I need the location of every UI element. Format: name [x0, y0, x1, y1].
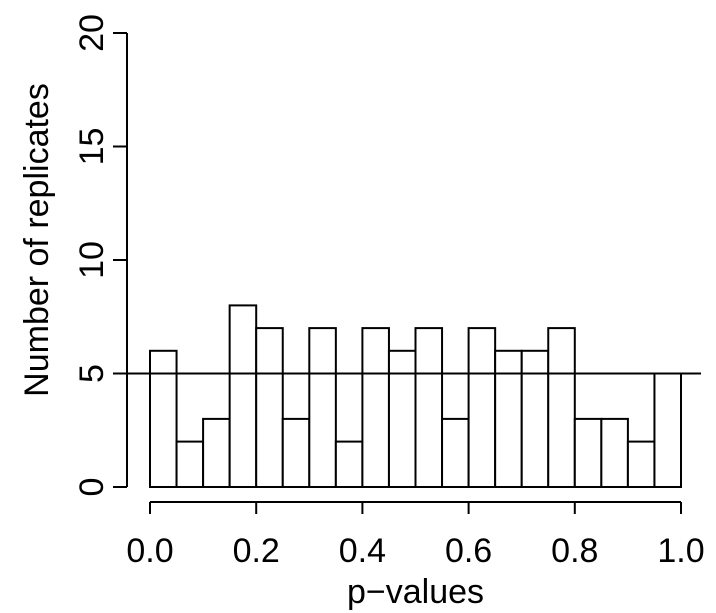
- histogram-bar: [202, 417, 231, 488]
- x-axis-title: p−values: [347, 573, 484, 611]
- histogram-bar: [547, 327, 576, 488]
- x-tick-label: 0.0: [126, 532, 173, 570]
- histogram-bar: [387, 349, 417, 488]
- x-axis: 0.0 0.2 0.4 0.6 0.8 1.0: [126, 501, 705, 570]
- histogram-bar: [334, 440, 364, 489]
- histogram-bar: [281, 417, 311, 488]
- x-tick-label: 0.2: [233, 532, 280, 570]
- y-tick-label: 15: [73, 128, 111, 166]
- x-tick-label: 1.0: [657, 532, 704, 570]
- histogram-bar: [573, 417, 603, 488]
- histogram-bar: [600, 417, 629, 488]
- y-tick-label: 10: [73, 241, 111, 279]
- x-tick-label: 0.6: [445, 532, 492, 570]
- histogram-bar: [308, 327, 337, 488]
- y-tick-label: 20: [73, 14, 111, 52]
- histogram-bar: [149, 349, 178, 488]
- histogram-bar: [653, 372, 683, 488]
- histogram-bar: [441, 417, 470, 488]
- x-tick-label: 0.8: [551, 532, 598, 570]
- y-axis: 0 5 10 15 20: [73, 14, 128, 497]
- y-tick-label: 0: [73, 478, 111, 497]
- histogram-bar: [255, 327, 284, 488]
- y-tick-label: 5: [73, 364, 111, 383]
- histogram-bar: [494, 349, 523, 488]
- histogram-bar: [414, 327, 444, 488]
- histogram-bar: [626, 440, 656, 489]
- histogram-bar: [228, 304, 258, 488]
- histogram-bar: [520, 349, 550, 488]
- y-axis-title: Number of replicates: [18, 83, 56, 397]
- x-tick-label: 0.4: [339, 532, 386, 570]
- histogram-bar: [175, 440, 205, 489]
- histogram-bar: [361, 327, 390, 488]
- histogram-bar: [467, 327, 497, 488]
- histogram-bars: [149, 304, 683, 489]
